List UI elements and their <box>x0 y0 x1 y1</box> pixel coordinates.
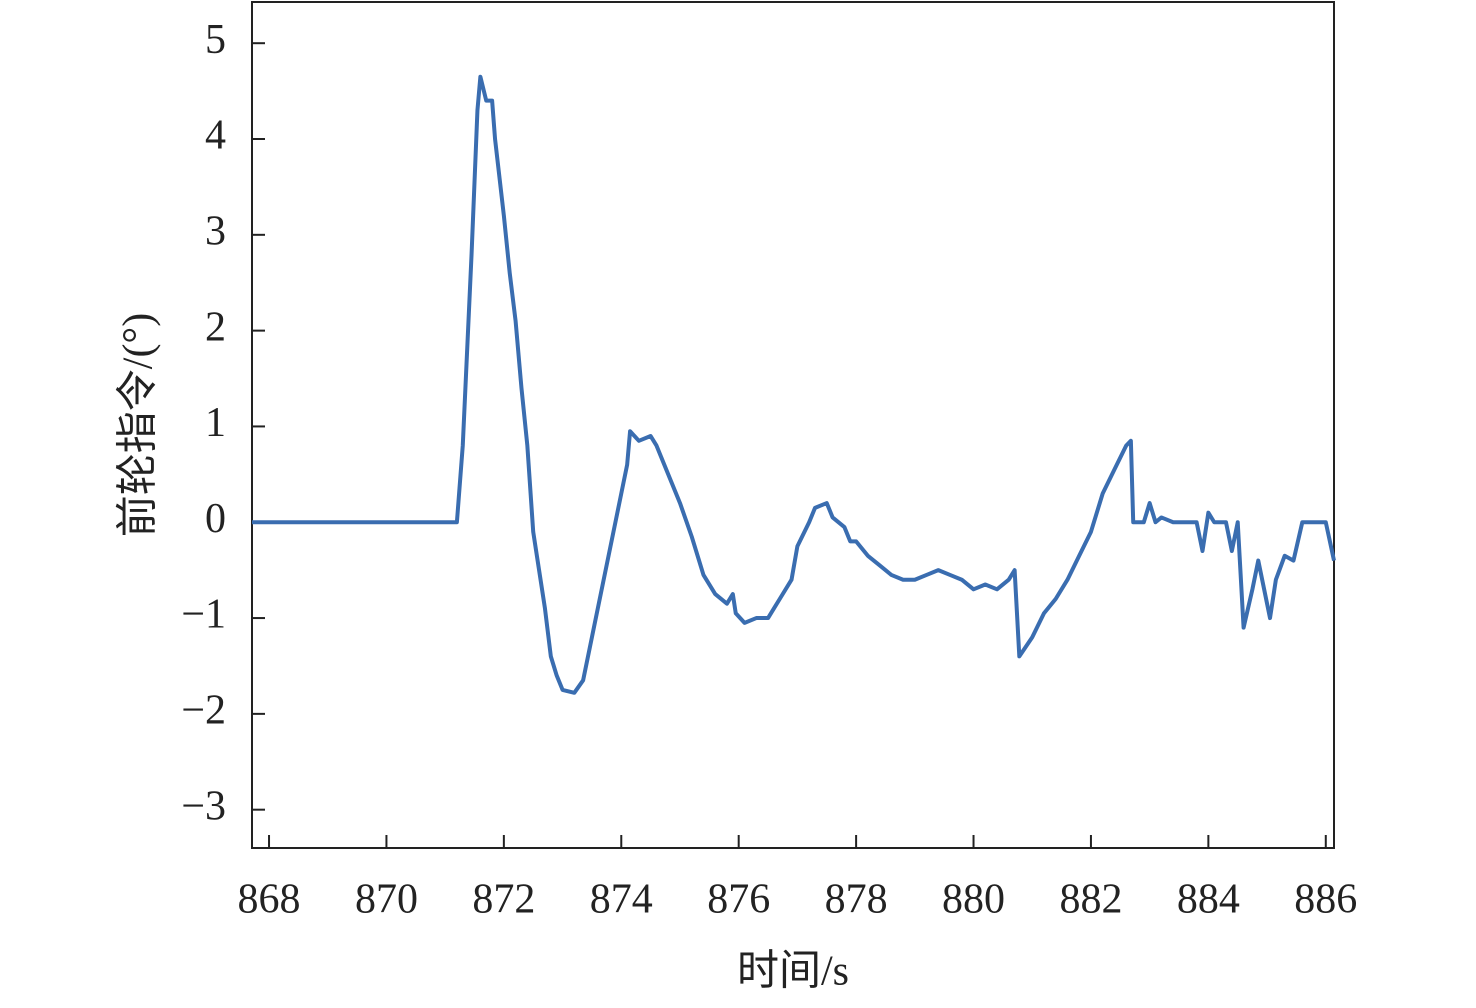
x-tick-label: 874 <box>590 877 653 923</box>
x-tick-label: 884 <box>1177 877 1240 923</box>
x-axis-title: 时间/s <box>737 949 849 995</box>
plot-frame <box>251 1 1335 849</box>
y-tick-label: 2 <box>205 304 226 350</box>
y-tick-label: −2 <box>181 688 226 734</box>
x-tick-label: 870 <box>355 877 418 923</box>
y-tick-label: 1 <box>205 400 226 446</box>
y-axis-title: 前轮指令/(°) <box>116 313 162 537</box>
x-tick-label: 882 <box>1059 877 1122 923</box>
y-tick-label: 3 <box>205 208 226 254</box>
x-tick-label: 886 <box>1294 877 1357 923</box>
y-tick-label: −3 <box>181 783 226 829</box>
x-tick-label: 872 <box>472 877 535 923</box>
y-tick-label: 4 <box>205 113 226 159</box>
y-tick-label: 0 <box>205 496 226 542</box>
x-tick-label: 868 <box>238 877 301 923</box>
x-tick-label: 878 <box>825 877 888 923</box>
x-tick-label: 880 <box>942 877 1005 923</box>
y-tick-label: 5 <box>205 17 226 63</box>
data-line <box>252 74 1336 695</box>
x-tick-label: 876 <box>707 877 770 923</box>
y-tick-label: −1 <box>181 592 226 638</box>
